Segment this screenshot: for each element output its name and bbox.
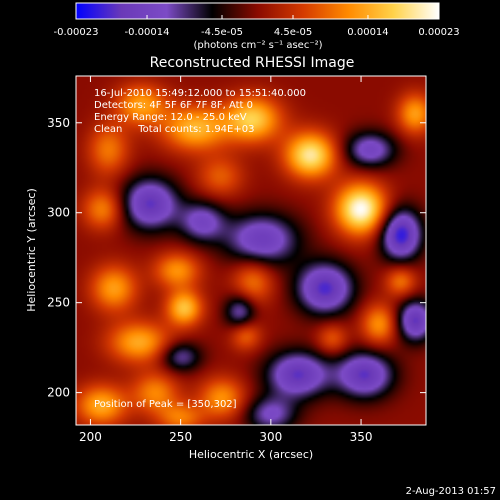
- info-line-time: 16-Jul-2010 15:49:12.000 to 15:51:40.000: [94, 88, 306, 99]
- colorbar-tick-label: -0.00023: [54, 27, 99, 38]
- colorbar-tick-label: -4.5e-05: [201, 27, 243, 38]
- y-tick-label: 300: [47, 206, 70, 220]
- colorbar-tick-label: 4.5e-05: [274, 27, 312, 38]
- info-line-counts: Clean Total counts: 1.94E+03: [94, 124, 254, 135]
- peak-position-label: Position of Peak = [350,302]: [94, 399, 237, 410]
- y-axis-label: Heliocentric Y (arcsec): [25, 188, 38, 312]
- plot-area: 200 250 300 350 200 250 300 350: [47, 75, 427, 444]
- x-tick-label: 250: [169, 430, 192, 444]
- x-tick-label: 350: [350, 430, 373, 444]
- info-line-detectors: Detectors: 4F 5F 6F 7F 8F, Att 0: [94, 100, 253, 111]
- info-block: 16-Jul-2010 15:49:12.000 to 15:51:40.000…: [94, 88, 306, 135]
- x-tick-label: 200: [79, 430, 102, 444]
- y-tick-label: 350: [47, 116, 70, 130]
- colorbar-units: (photons cm⁻² s⁻¹ asec⁻²): [193, 40, 322, 51]
- colorbar-tick-label: 0.00014: [347, 27, 388, 38]
- colorbar-ticks: -0.00023 -0.00014 -4.5e-05 4.5e-05 0.00014 0.…: [54, 15, 460, 38]
- colorbar-tick-label: -0.00014: [125, 27, 170, 38]
- plot-frame: [75, 75, 427, 426]
- y-tick-label: 250: [47, 296, 70, 310]
- x-axis-label: Heliocentric X (arcsec): [189, 448, 313, 461]
- footer-date: 2-Aug-2013 01:57: [406, 486, 496, 497]
- colorbar-tick-label: 0.00023: [418, 27, 459, 38]
- info-line-energy: Energy Range: 12.0 - 25.0 keV: [94, 112, 247, 123]
- x-tick-label: 300: [259, 430, 282, 444]
- y-tick-label: 200: [47, 386, 70, 400]
- colorbar-gradient: [75, 2, 440, 20]
- x-axis: 200 250 300 350: [79, 76, 373, 444]
- y-axis: 200 250 300 350: [47, 116, 426, 400]
- chart-title: Reconstructed RHESSI Image: [150, 55, 355, 71]
- colorbar: -0.00023 -0.00014 -4.5e-05 4.5e-05 0.00014 0.…: [54, 2, 460, 51]
- heatmap-image: [76, 76, 426, 425]
